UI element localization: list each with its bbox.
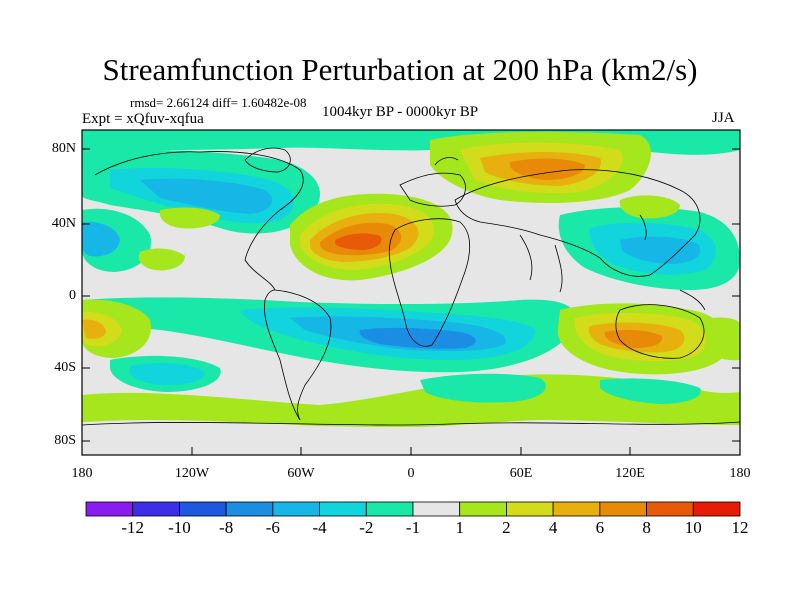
experiment-label: Expt = xQfuv-xqfua — [82, 111, 204, 127]
colorbar-swatch — [85, 501, 134, 517]
lat-tick-80n: 80N — [51, 141, 76, 156]
colorbar-swatch — [506, 501, 554, 517]
lon-tick-180e: 180 — [729, 466, 751, 481]
axis-ticks — [81, 148, 741, 455]
colorbar-swatch — [412, 501, 461, 517]
coastlines — [82, 147, 740, 426]
colorbar-label: -2 — [359, 518, 374, 537]
colorbar-swatch — [225, 501, 274, 517]
lat-tick-40s: 40S — [54, 360, 76, 375]
colorbar-label: -4 — [312, 518, 327, 537]
season-label: JJA — [712, 110, 735, 126]
colorbar-swatch — [132, 501, 180, 517]
colorbar-label: 2 — [502, 518, 511, 537]
colorbar-label: 10 — [684, 518, 702, 537]
colorbar-label: 8 — [642, 518, 651, 537]
colorbar-swatch — [552, 501, 601, 517]
colorbar-swatch — [646, 501, 694, 517]
lon-tick-60e: 60E — [509, 466, 533, 481]
lat-tick-80s: 80S — [54, 433, 76, 448]
colorbar-swatch — [599, 501, 647, 517]
lon-tick-180w: 180 — [71, 466, 93, 481]
lon-tick-120w: 120W — [174, 466, 210, 481]
colorbar-swatch — [179, 501, 227, 517]
colorbar-label: -12 — [121, 518, 145, 537]
lon-tick-60w: 60W — [287, 466, 315, 481]
colorbar-label: 6 — [595, 518, 605, 537]
colorbar-label: -6 — [265, 518, 280, 537]
colorbar — [85, 501, 741, 517]
colorbar-label: -10 — [168, 518, 191, 537]
period-label: 1004kyr BP - 0000kyr BP — [322, 104, 479, 120]
colorbar-swatch — [459, 501, 507, 517]
colorbar-label: 1 — [455, 518, 464, 537]
map-title: Streamfunction Perturbation at 200 hPa (… — [102, 52, 698, 87]
colorbar-label: 4 — [548, 518, 558, 537]
lat-tick-40n: 40N — [51, 216, 76, 231]
lon-tick-120e: 120E — [615, 466, 645, 481]
colorbar-swatch — [365, 501, 414, 517]
colorbar-label: 12 — [731, 518, 749, 537]
stats-text: rmsd= 2.66124 diff= 1.60482e-08 — [130, 95, 307, 110]
colorbar-swatch — [692, 501, 741, 517]
colorbar-label: -1 — [405, 518, 421, 537]
lon-tick-0: 0 — [407, 466, 415, 481]
colorbar-label: -8 — [219, 518, 234, 537]
contour-field — [82, 130, 740, 455]
lat-tick-0: 0 — [69, 288, 76, 303]
colorbar-swatch — [319, 501, 367, 517]
colorbar-swatch — [272, 501, 320, 517]
